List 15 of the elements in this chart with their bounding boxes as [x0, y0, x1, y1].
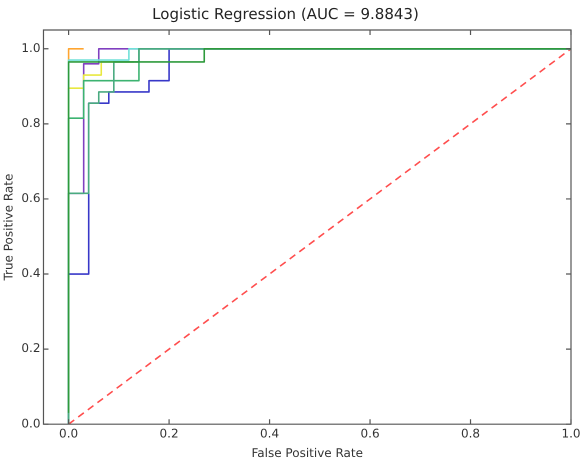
- y-tick-label: 0.6: [21, 191, 40, 206]
- x-tick-label: 1.0: [561, 426, 581, 441]
- x-tick-label: 0.0: [59, 426, 78, 441]
- x-tick-label: 0.6: [360, 426, 380, 441]
- y-tick-label: 0.8: [21, 116, 40, 130]
- y-axis-title: True Positive Rate: [1, 174, 16, 282]
- y-tick-label: 1.0: [21, 40, 40, 55]
- x-tick-label: 0.4: [260, 426, 280, 441]
- y-tick-label: 0.4: [21, 266, 40, 280]
- x-tick-label: 0.8: [460, 426, 480, 441]
- y-tick-label: 0.2: [21, 341, 40, 356]
- x-axis-title: False Positive Rate: [251, 446, 364, 460]
- y-tick-label: 0.0: [21, 416, 40, 430]
- chart-title: Logistic Regression (AUC = 9.8843): [152, 4, 419, 23]
- x-tick-label: 0.2: [160, 426, 179, 441]
